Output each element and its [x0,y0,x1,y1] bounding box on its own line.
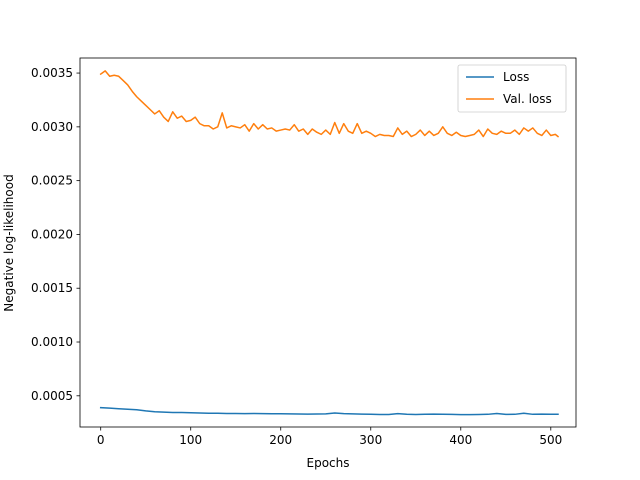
series-line-1 [99,70,560,138]
y-tick-label: 0.0010 [31,335,73,349]
x-tick-label: 500 [539,433,562,447]
y-axis-title: Negative log-likelihood [2,174,16,311]
y-tick-label: 0.0015 [31,281,73,295]
legend: Loss Val. loss [457,64,567,113]
x-tick-label: 0 [97,433,105,447]
plot-frame [79,57,577,428]
series-layer [99,70,560,416]
y-tick-label: 0.0025 [31,174,73,188]
y-tick-label: 0.0035 [31,66,73,80]
legend-label-1: Val. loss [503,92,552,106]
series-line-0 [99,406,559,416]
y-tick-label: 0.0030 [31,120,73,134]
y-tick-label: 0.0005 [31,389,73,403]
x-tick-label: 200 [269,433,292,447]
x-axis: 0 100 200 300 400 500 [97,427,562,447]
y-axis: 0.0005 0.0010 0.0015 0.0020 0.0025 0.0030 0.00… [31,66,80,403]
x-tick-label: 300 [359,433,382,447]
y-tick-label: 0.0020 [31,227,73,241]
x-tick-label: 100 [179,433,202,447]
x-axis-title: Epochs [307,456,350,470]
legend-label-0: Loss [503,70,529,84]
x-tick-label: 400 [449,433,472,447]
